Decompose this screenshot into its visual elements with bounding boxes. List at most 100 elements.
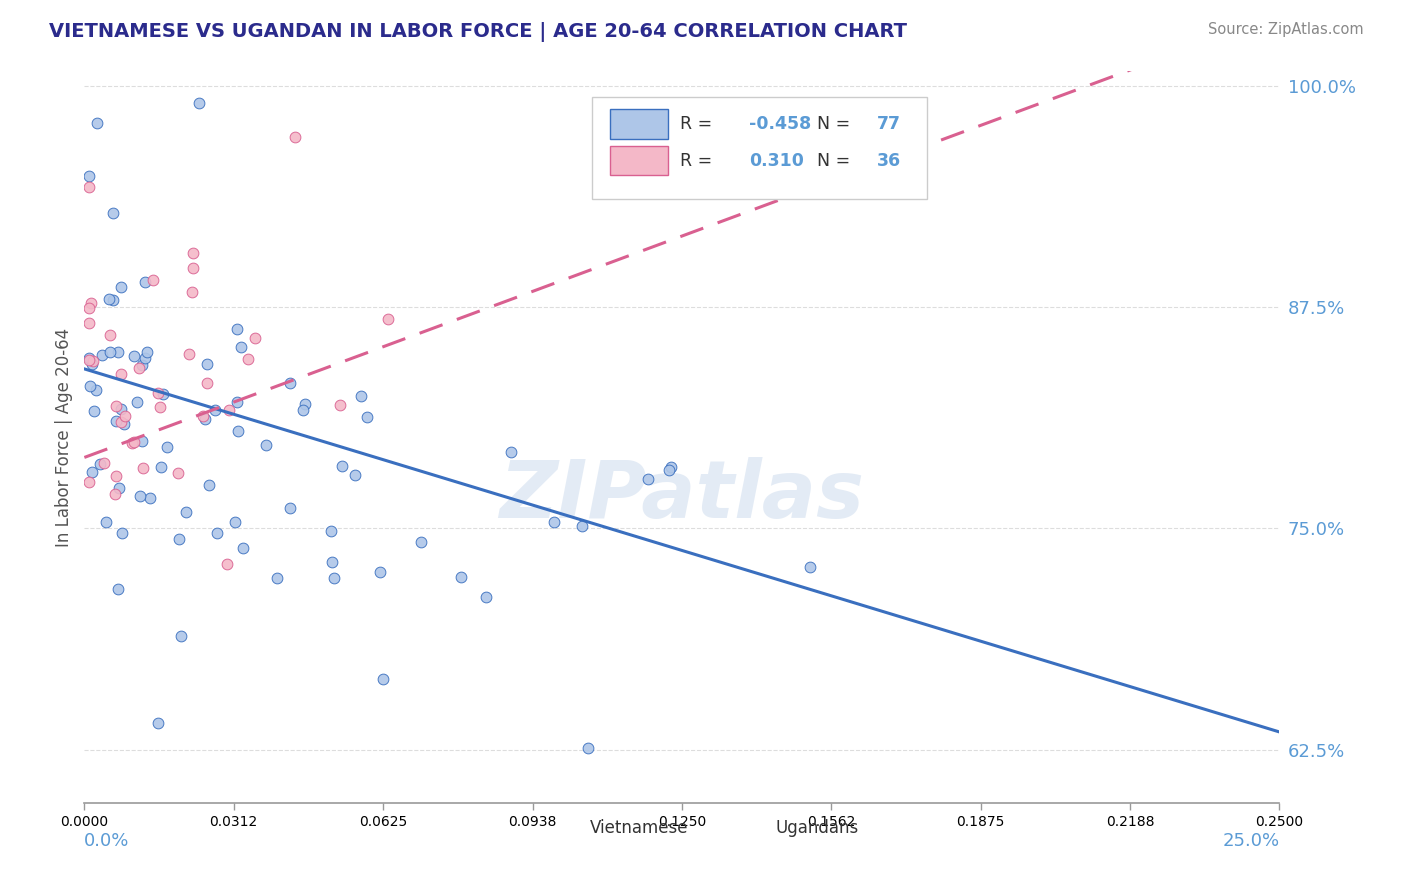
Point [131, 358, 153, 372]
Point [134, 351, 156, 366]
Point [122, 434, 145, 449]
Point [215, 557, 238, 571]
Point [98, 293, 121, 307]
Point [350, 389, 373, 403]
Point [245, 330, 267, 344]
Point [80, 296, 103, 310]
Point [187, 96, 209, 111]
Point [82, 354, 104, 368]
Point [344, 468, 367, 483]
Point [226, 424, 249, 438]
Point [77, 475, 100, 490]
Point [128, 489, 150, 503]
Point [166, 466, 188, 480]
Point [225, 394, 247, 409]
Y-axis label: In Labor Force | Age 20-64: In Labor Force | Age 20-64 [55, 327, 73, 547]
Point [98, 344, 121, 359]
Point [77, 316, 100, 330]
Bar [610, 146, 668, 175]
Bar [730, 817, 766, 839]
Point [377, 312, 399, 326]
Point [195, 357, 218, 371]
Point [450, 570, 472, 584]
Point [658, 462, 681, 476]
Point [195, 376, 218, 391]
Point [101, 206, 124, 220]
Text: N =: N = [817, 115, 851, 133]
Point [409, 534, 432, 549]
Point [373, 672, 395, 686]
Bar [610, 110, 668, 138]
Point [107, 582, 129, 597]
Point [576, 741, 599, 756]
Point [93, 457, 115, 471]
Point [77, 353, 100, 368]
Point [94, 515, 117, 529]
Text: 0.0%: 0.0% [84, 832, 129, 850]
Point [198, 478, 221, 492]
Point [131, 434, 153, 448]
Point [170, 629, 193, 643]
Point [475, 590, 498, 604]
Point [284, 129, 307, 144]
Point [152, 386, 174, 401]
Point [128, 360, 150, 375]
Point [174, 505, 197, 519]
Point [104, 487, 127, 501]
Text: -0.458: -0.458 [749, 115, 811, 133]
Text: R =: R = [679, 152, 711, 169]
Point [135, 344, 157, 359]
Point [191, 409, 214, 423]
Point [238, 352, 260, 367]
Point [181, 245, 204, 260]
Text: N =: N = [817, 152, 851, 169]
Text: 0.310: 0.310 [749, 152, 804, 169]
Point [294, 396, 316, 410]
Point [499, 445, 522, 459]
Text: 36: 36 [877, 152, 901, 169]
Point [148, 386, 170, 401]
Point [110, 402, 132, 417]
Point [82, 465, 104, 479]
Point [84, 383, 107, 397]
Point [121, 436, 143, 450]
Point [181, 261, 204, 276]
Text: ZIPatlas: ZIPatlas [499, 457, 865, 534]
Point [224, 515, 246, 529]
Point [368, 565, 391, 579]
Point [799, 559, 821, 574]
Point [82, 357, 104, 371]
Point [321, 555, 343, 569]
Bar [544, 817, 581, 839]
Point [280, 500, 302, 515]
Point [149, 460, 172, 475]
Point [330, 458, 353, 473]
Point [226, 321, 249, 335]
Point [167, 532, 190, 546]
Point [90, 348, 112, 362]
Point [291, 403, 314, 417]
Point [86, 115, 108, 129]
Point [177, 347, 200, 361]
Text: 25.0%: 25.0% [1222, 832, 1279, 850]
Point [77, 169, 100, 184]
Point [254, 438, 277, 452]
Text: Source: ZipAtlas.com: Source: ZipAtlas.com [1208, 22, 1364, 37]
Point [110, 280, 132, 294]
Point [124, 349, 146, 363]
Point [127, 394, 149, 409]
Point [180, 285, 202, 300]
Point [278, 376, 301, 391]
Point [204, 402, 226, 417]
Point [107, 481, 129, 495]
Point [142, 273, 165, 287]
Point [543, 515, 565, 529]
Point [112, 417, 135, 431]
Point [139, 491, 162, 505]
Point [148, 716, 170, 731]
Point [205, 526, 228, 541]
Point [229, 340, 252, 354]
Point [79, 378, 101, 392]
Point [571, 518, 593, 533]
Point [105, 469, 128, 483]
